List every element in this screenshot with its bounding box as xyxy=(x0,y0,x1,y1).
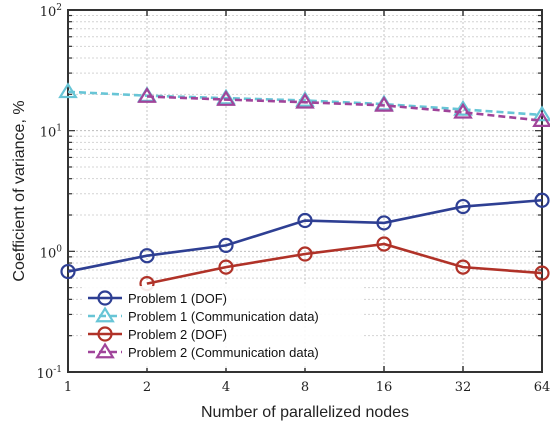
y-tick-label: 102 xyxy=(40,3,62,20)
x-axis-label: Number of parallelized nodes xyxy=(201,404,409,421)
data-point xyxy=(295,92,315,109)
data-point xyxy=(58,82,78,99)
data-point xyxy=(532,111,550,128)
legend-label: Problem 2 (Communication data) xyxy=(128,345,319,360)
series-line xyxy=(67,198,543,273)
legend-marker xyxy=(97,290,113,306)
data-point xyxy=(532,105,550,122)
data-point xyxy=(139,248,155,264)
legend: Problem 1 (DOF) Problem 1 (Communication … xyxy=(82,286,362,368)
x-tick-label: 64 xyxy=(534,380,550,395)
series-1 xyxy=(60,192,550,280)
series-line xyxy=(146,95,543,122)
data-point xyxy=(534,265,550,281)
data-point xyxy=(218,259,234,275)
data-point xyxy=(453,102,473,119)
series-line xyxy=(146,242,543,285)
data-point xyxy=(218,237,234,253)
y-tick-label: 10-1 xyxy=(37,365,62,382)
y-tick-label: 100 xyxy=(40,244,63,261)
series-line xyxy=(67,90,543,117)
data-point xyxy=(216,90,236,106)
y-axis-label: Coefficient of variance, % xyxy=(11,100,28,281)
x-tick-label: 32 xyxy=(455,380,472,395)
x-tick-label: 16 xyxy=(376,380,393,395)
data-point xyxy=(60,263,76,280)
legend-label: Problem 1 (Communication data) xyxy=(128,309,319,324)
data-point xyxy=(455,198,471,215)
y-tick-label: 101 xyxy=(40,124,62,141)
legend-marker xyxy=(95,342,115,359)
data-point xyxy=(453,99,473,116)
data-point xyxy=(137,86,157,103)
legend-label: Problem 2 (DOF) xyxy=(128,327,227,342)
data-point xyxy=(455,259,471,275)
x-tick-label: 2 xyxy=(143,380,151,395)
legend-label: Problem 1 (DOF) xyxy=(128,291,227,306)
data-point xyxy=(534,192,550,208)
data-point xyxy=(376,215,392,231)
data-point xyxy=(297,246,313,262)
x-tick-label: 4 xyxy=(222,380,230,395)
legend-marker xyxy=(95,306,115,323)
data-point xyxy=(374,95,394,112)
data-point xyxy=(376,236,392,252)
series-3 xyxy=(139,236,550,292)
legend-marker xyxy=(97,326,113,342)
legend-box xyxy=(82,286,362,368)
data-point xyxy=(297,212,313,229)
x-tick-label: 1 xyxy=(64,380,72,395)
x-tick-label: 8 xyxy=(301,380,309,395)
series-4 xyxy=(137,86,550,128)
series xyxy=(58,82,550,292)
